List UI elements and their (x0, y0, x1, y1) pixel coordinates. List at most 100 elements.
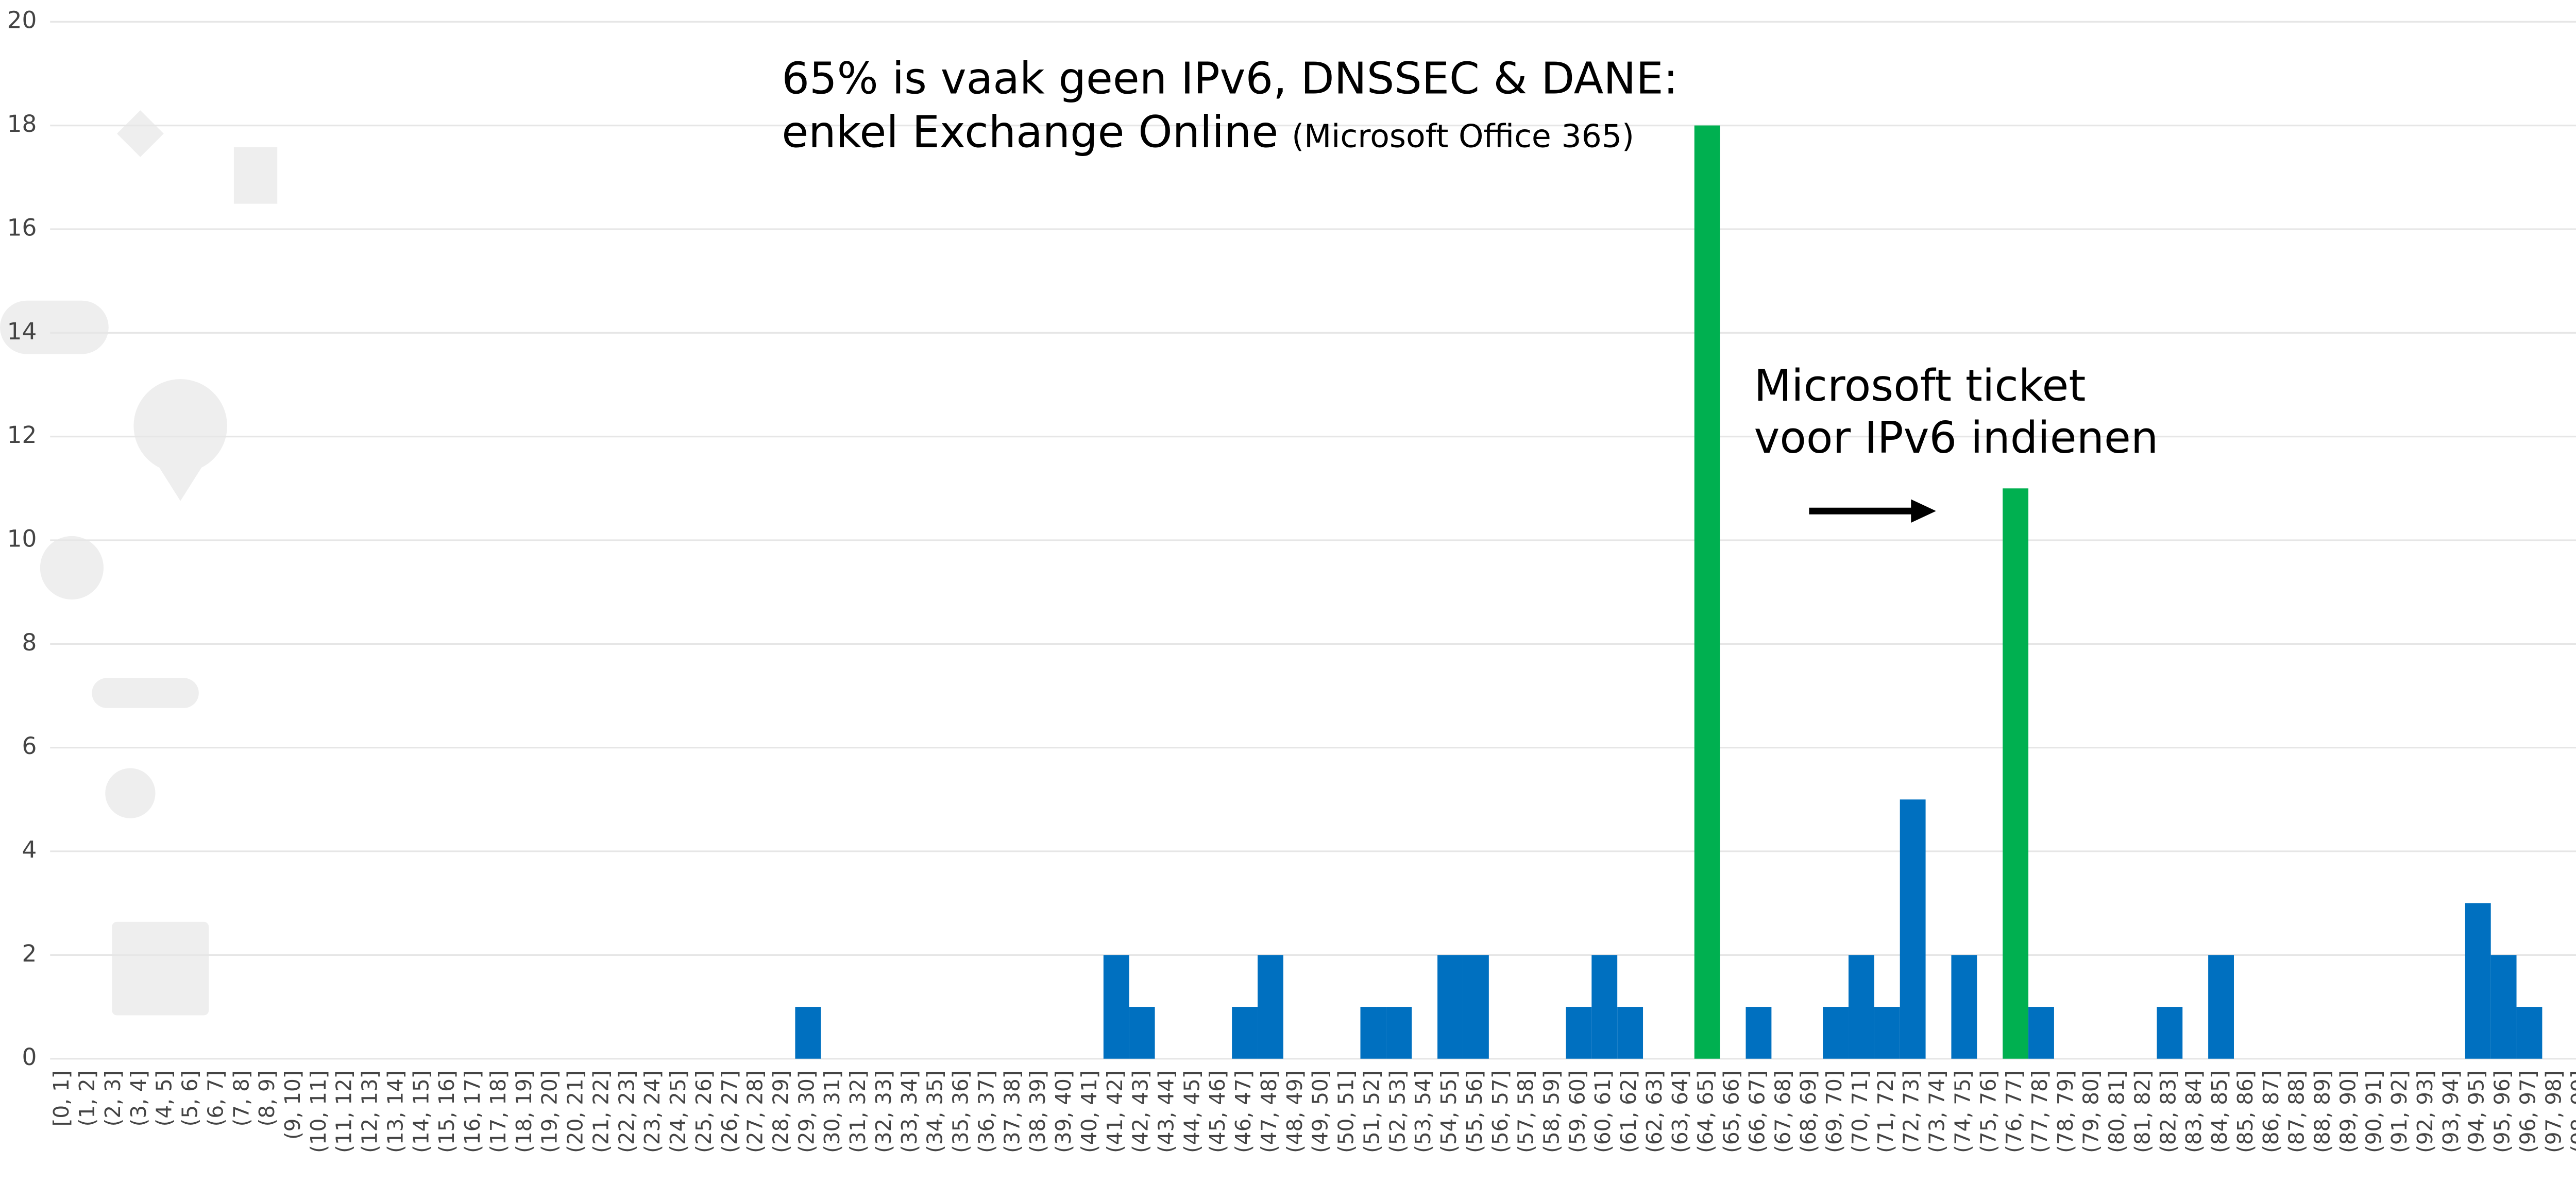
x-tick-label: (25, 26] (691, 1070, 716, 1153)
x-tick-label: (14, 15] (409, 1070, 433, 1153)
x-tick-label: (11, 12] (332, 1070, 357, 1153)
bar (1232, 1007, 1258, 1059)
bar (1103, 955, 1129, 1059)
x-tick-label: (15, 16] (434, 1070, 459, 1153)
x-tick-label: (42, 43] (1128, 1070, 1153, 1153)
y-tick-label: 14 (7, 318, 37, 345)
x-tick-label: (96, 97] (2515, 1070, 2540, 1153)
x-tick-label: (52, 53] (1385, 1070, 1410, 1153)
x-tick-label: (53, 54] (1411, 1070, 1435, 1153)
bar (2208, 955, 2234, 1059)
x-tick-label: (1, 2] (75, 1070, 99, 1126)
x-tick-label: (56, 57] (1488, 1070, 1513, 1153)
bar (1463, 955, 1489, 1059)
bar (2003, 488, 2029, 1059)
x-tick-label: (29, 30] (794, 1070, 819, 1153)
x-tick-label: (9, 10] (280, 1070, 305, 1140)
x-tick-label: (98, 99] (2567, 1070, 2576, 1153)
x-tick-label: (36, 37] (974, 1070, 998, 1153)
x-tick-label: (44, 45] (1179, 1070, 1204, 1153)
y-tick-label: 16 (7, 214, 37, 241)
x-tick-label: (72, 73] (1899, 1070, 1924, 1153)
x-tick-label: (82, 83] (2156, 1070, 2180, 1153)
y-tick-label: 0 (22, 1043, 37, 1071)
x-tick-label: (77, 78] (2027, 1070, 2052, 1153)
x-tick-label: (79, 80] (2079, 1070, 2104, 1153)
x-tick-label: (50, 51] (1334, 1070, 1359, 1153)
x-tick-label: (32, 33] (871, 1070, 896, 1153)
y-tick-label: 18 (7, 110, 37, 138)
x-tick-label: [0, 1] (49, 1070, 74, 1126)
x-tick-label: (69, 70] (1822, 1070, 1846, 1153)
annotation: enkel Exchange Online (Microsoft Office 3… (782, 107, 1634, 157)
x-tick-label: (91, 92] (2387, 1070, 2412, 1153)
x-tick-label: (67, 68] (1770, 1070, 1795, 1153)
x-tick-label: (16, 17] (460, 1070, 485, 1153)
x-tick-label: (27, 28] (743, 1070, 768, 1153)
x-tick-label: (84, 85] (2207, 1070, 2232, 1153)
bar (2465, 903, 2491, 1059)
annotation-line: enkel Exchange Online (782, 107, 1278, 157)
bar (1848, 955, 1874, 1059)
x-tick-label: (73, 74] (1925, 1070, 1950, 1153)
labels: 0 2 4 6 8 10 12 14 16 18 20 [0, 1] (1, 2] (2, 3] (3, 4… (7, 7, 2576, 1153)
x-tick-label: (63, 64] (1668, 1070, 1692, 1153)
bar (2490, 955, 2517, 1059)
x-tick-label: (68, 69] (1796, 1070, 1821, 1153)
bar (1129, 1007, 1155, 1059)
x-tick-label: (70, 71] (1848, 1070, 1872, 1153)
x-tick-label: (80, 81] (2105, 1070, 2129, 1153)
x-tick-label: (49, 50] (1308, 1070, 1333, 1153)
x-tick-label: (58, 59] (1539, 1070, 1564, 1153)
y-tick-label: 6 (22, 732, 37, 760)
x-tick-label: (93, 94] (2438, 1070, 2463, 1153)
bar (2028, 1007, 2054, 1059)
x-tick-label: (6, 7] (203, 1070, 228, 1126)
x-tick-label: (61, 62] (1616, 1070, 1641, 1153)
x-tick-label: (59, 60] (1565, 1070, 1589, 1153)
x-tick-label: (48, 49] (1282, 1070, 1307, 1153)
x-tick-label: (88, 89] (2310, 1070, 2335, 1153)
arrow-head (1911, 499, 1936, 523)
x-tick-label: (18, 19] (512, 1070, 536, 1153)
bar (1694, 125, 1720, 1059)
x-tick-label: (97, 98] (2541, 1070, 2566, 1153)
x-tick-label: (28, 29] (768, 1070, 793, 1153)
x-tick-label: (26, 27] (717, 1070, 742, 1153)
bar (1591, 955, 1618, 1059)
bar (795, 1007, 821, 1059)
annotation: voor IPv6 indienen (1754, 413, 2158, 463)
x-tick-label: (89, 90] (2335, 1070, 2360, 1153)
x-tick-label: (60, 61] (1590, 1070, 1615, 1153)
x-tick-label: (13, 14] (383, 1070, 408, 1153)
x-tick-label: (3, 4] (126, 1070, 151, 1126)
x-tick-label: (19, 20] (537, 1070, 562, 1153)
y-tick-label: 2 (22, 940, 37, 967)
bar (1745, 1007, 1772, 1059)
x-tick-label: (10, 11] (306, 1070, 331, 1153)
x-tick-label: (81, 82] (2130, 1070, 2155, 1153)
x-tick-label: (94, 95] (2464, 1070, 2489, 1153)
arrow (1809, 499, 1936, 523)
bar (1437, 955, 1463, 1059)
x-tick-label: (45, 46] (1205, 1070, 1230, 1153)
x-tick-label: (76, 77] (2002, 1070, 2026, 1153)
bar (1566, 1007, 1592, 1059)
x-tick-label: (8, 9] (255, 1070, 279, 1126)
annotation-small: (Microsoft Office 365) (1292, 117, 1634, 155)
x-tick-label: (47, 48] (1257, 1070, 1281, 1153)
x-tick-label: (90, 91] (2361, 1070, 2386, 1153)
x-tick-label: (33, 34] (897, 1070, 922, 1153)
x-tick-label: (62, 63] (1642, 1070, 1667, 1153)
bar (1386, 1007, 1412, 1059)
y-tick-label: 8 (22, 629, 37, 656)
x-tick-label: (7, 8] (229, 1070, 253, 1126)
x-tick-label: (78, 79] (2053, 1070, 2078, 1153)
y-tick-label: 20 (7, 7, 37, 34)
bar (1360, 1007, 1386, 1059)
bar (1900, 799, 1926, 1059)
x-tick-label: (5, 6] (178, 1070, 202, 1126)
y-tick-label: 10 (7, 525, 37, 552)
grid (50, 21, 2576, 1060)
